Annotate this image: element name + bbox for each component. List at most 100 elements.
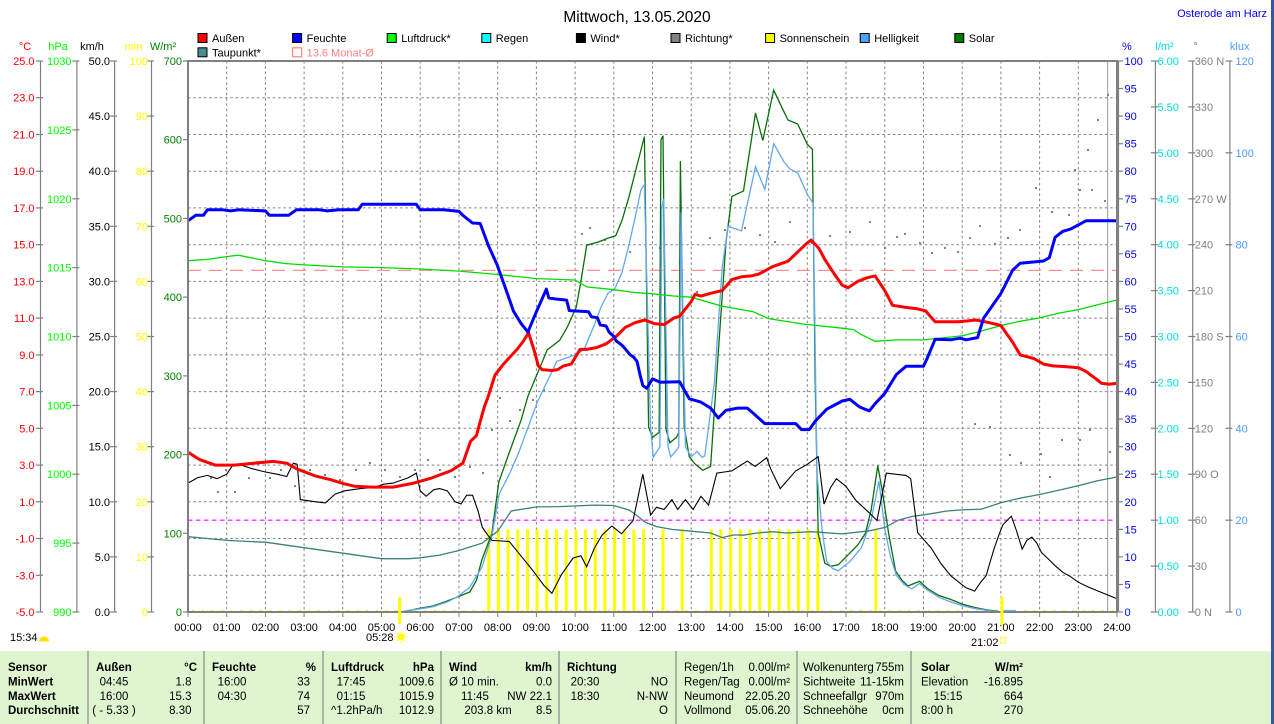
svg-text:970m: 970m [875, 691, 904, 703]
svg-text:4.00: 4.00 [1158, 240, 1179, 252]
svg-text:NW 22.1: NW 22.1 [507, 691, 552, 703]
svg-text:Luftdruck: Luftdruck [331, 662, 385, 674]
svg-text:600: 600 [164, 135, 182, 147]
svg-text:11:45: 11:45 [461, 691, 489, 703]
svg-text:50: 50 [136, 332, 148, 344]
svg-text:Luftdruck*: Luftdruck* [401, 33, 451, 45]
svg-text:74: 74 [297, 691, 310, 703]
svg-text:40: 40 [136, 387, 148, 399]
svg-text:120: 120 [1195, 423, 1213, 435]
svg-text:0.00l/m²: 0.00l/m² [748, 677, 790, 689]
svg-text:14:00: 14:00 [716, 622, 744, 634]
svg-text:1.0: 1.0 [19, 497, 34, 509]
svg-text:^1.2hPa/h: ^1.2hPa/h [331, 705, 382, 717]
svg-text:°C: °C [184, 662, 197, 674]
svg-text:1.00: 1.00 [1158, 515, 1179, 527]
svg-text:Regen: Regen [496, 33, 528, 45]
svg-text:Helligkeit: Helligkeit [874, 33, 919, 45]
svg-text:0: 0 [176, 607, 182, 619]
svg-text:700: 700 [164, 56, 182, 68]
svg-text:-1.0: -1.0 [16, 534, 35, 546]
svg-text:18:30: 18:30 [571, 691, 600, 703]
svg-text:25.0: 25.0 [89, 332, 110, 344]
svg-text:1000: 1000 [47, 469, 71, 481]
svg-text:995: 995 [53, 538, 71, 550]
svg-text:100: 100 [1236, 148, 1254, 160]
svg-text:40: 40 [1125, 387, 1137, 399]
svg-text:W/m²: W/m² [150, 41, 177, 53]
svg-text:9.0: 9.0 [19, 350, 34, 362]
svg-text:10.0: 10.0 [89, 497, 110, 509]
svg-text:1030: 1030 [47, 56, 71, 68]
svg-text:15:34: 15:34 [10, 632, 38, 644]
svg-text:Richtung: Richtung [567, 662, 617, 674]
svg-text:22:00: 22:00 [1026, 622, 1054, 634]
svg-text:13.6 Monat-Ø: 13.6 Monat-Ø [307, 47, 375, 59]
svg-text:Schneehöhe: Schneehöhe [803, 705, 868, 717]
svg-text:Neumond: Neumond [684, 691, 734, 703]
svg-text:5.0: 5.0 [95, 552, 110, 564]
svg-text:1015.9: 1015.9 [399, 691, 434, 703]
svg-text:300: 300 [164, 371, 182, 383]
svg-text:01:00: 01:00 [213, 622, 241, 634]
svg-text:90: 90 [1125, 111, 1137, 123]
svg-text:%: % [1122, 41, 1132, 53]
svg-text:05.06.20: 05.06.20 [745, 705, 790, 717]
svg-text:57: 57 [297, 705, 310, 717]
svg-text:20.0: 20.0 [89, 387, 110, 399]
svg-text:25: 25 [1125, 469, 1137, 481]
svg-text:-5.0: -5.0 [16, 607, 35, 619]
svg-text:17.0: 17.0 [13, 203, 34, 215]
svg-text:hPa: hPa [413, 662, 435, 674]
svg-text:25.0: 25.0 [13, 56, 34, 68]
svg-text:Feuchte: Feuchte [307, 33, 347, 45]
svg-text:O: O [659, 705, 668, 717]
svg-text:30.0: 30.0 [89, 276, 110, 288]
svg-text:04:45: 04:45 [100, 677, 129, 689]
svg-text:00:00: 00:00 [174, 622, 202, 634]
svg-text:240: 240 [1195, 240, 1213, 252]
svg-text:Solar: Solar [969, 33, 995, 45]
svg-text:35.0: 35.0 [89, 221, 110, 233]
svg-text:150: 150 [1195, 377, 1213, 389]
svg-text:50: 50 [1125, 332, 1137, 344]
svg-text:1.50: 1.50 [1158, 469, 1179, 481]
svg-text:4.50: 4.50 [1158, 194, 1179, 206]
svg-text:03:00: 03:00 [290, 622, 318, 634]
svg-text:8.30: 8.30 [169, 705, 191, 717]
svg-text:Schneefallgr: Schneefallgr [803, 691, 867, 703]
svg-text:1005: 1005 [47, 400, 71, 412]
svg-text:21:00: 21:00 [987, 622, 1015, 634]
svg-text:Mittwoch, 13.05.2020: Mittwoch, 13.05.2020 [563, 9, 711, 26]
svg-text:NO: NO [651, 677, 668, 689]
svg-text:0: 0 [1125, 607, 1131, 619]
svg-text:15.3: 15.3 [169, 691, 191, 703]
svg-text:2.00: 2.00 [1158, 423, 1179, 435]
svg-text:Vollmond: Vollmond [684, 705, 731, 717]
svg-text:-3.0: -3.0 [16, 570, 35, 582]
svg-text:10: 10 [136, 552, 148, 564]
svg-text:1025: 1025 [47, 125, 71, 137]
svg-text:15:15: 15:15 [934, 691, 963, 703]
svg-text:7.0: 7.0 [19, 387, 34, 399]
svg-text:13:00: 13:00 [677, 622, 705, 634]
svg-text:5.0: 5.0 [19, 423, 34, 435]
svg-text:16:00: 16:00 [218, 677, 247, 689]
svg-text:0 N: 0 N [1195, 607, 1212, 619]
svg-text:24:00: 24:00 [1103, 622, 1131, 634]
svg-text:55: 55 [1125, 304, 1137, 316]
svg-text:60: 60 [1236, 332, 1248, 344]
svg-text:360 N: 360 N [1195, 56, 1224, 68]
svg-text:12:00: 12:00 [639, 622, 667, 634]
svg-text:60: 60 [1125, 276, 1137, 288]
svg-text:15.0: 15.0 [89, 442, 110, 454]
svg-text:MaxWert: MaxWert [8, 691, 56, 703]
svg-text:20: 20 [1125, 497, 1137, 509]
svg-text:07:00: 07:00 [445, 622, 473, 634]
svg-text:2.50: 2.50 [1158, 377, 1179, 389]
svg-text:210: 210 [1195, 286, 1213, 298]
svg-text:08:00: 08:00 [484, 622, 512, 634]
svg-text:1.8: 1.8 [176, 677, 192, 689]
svg-text:km/h: km/h [80, 41, 104, 53]
svg-text:Taupunkt*: Taupunkt* [212, 47, 262, 59]
